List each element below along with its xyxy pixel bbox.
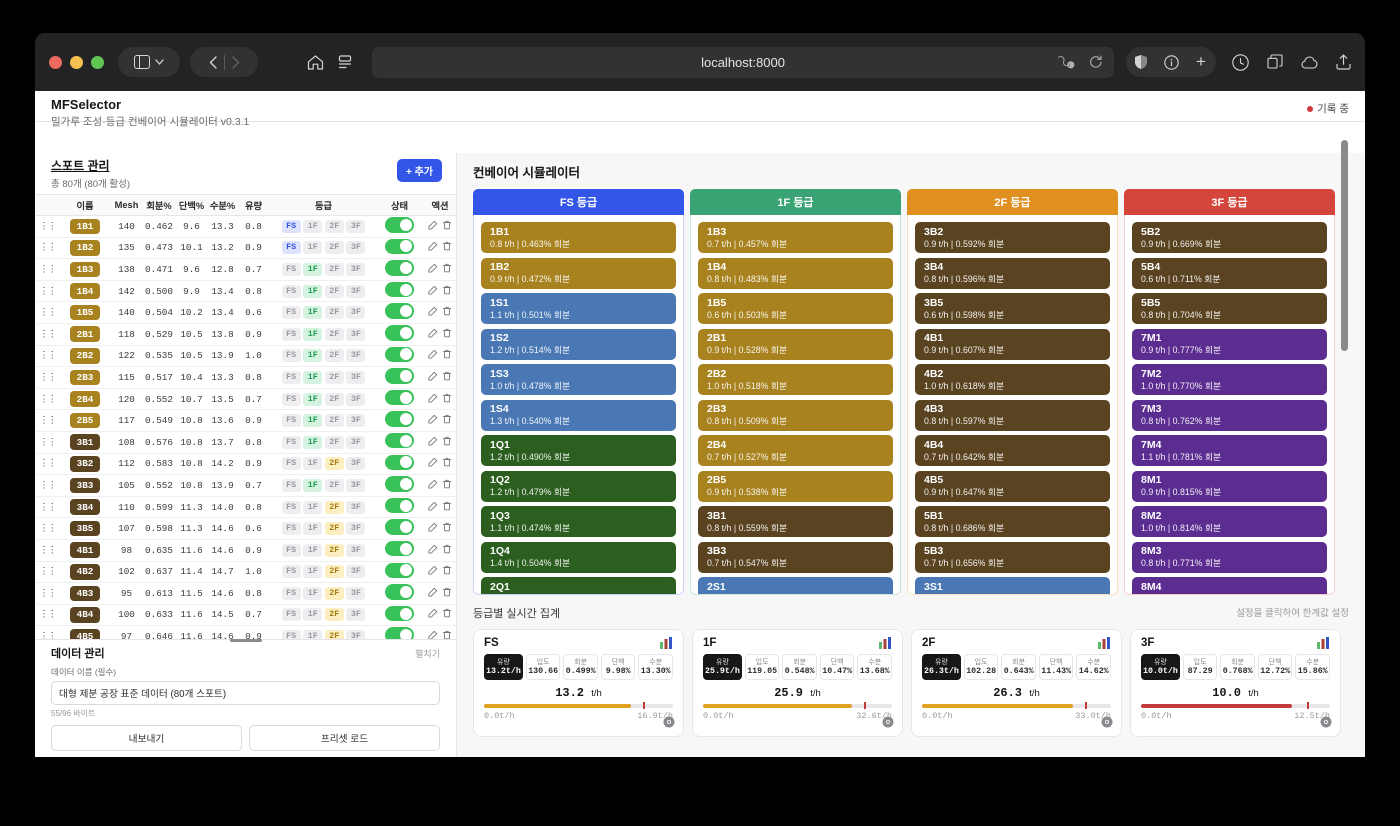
svg-text:i: i [1069, 62, 1070, 68]
